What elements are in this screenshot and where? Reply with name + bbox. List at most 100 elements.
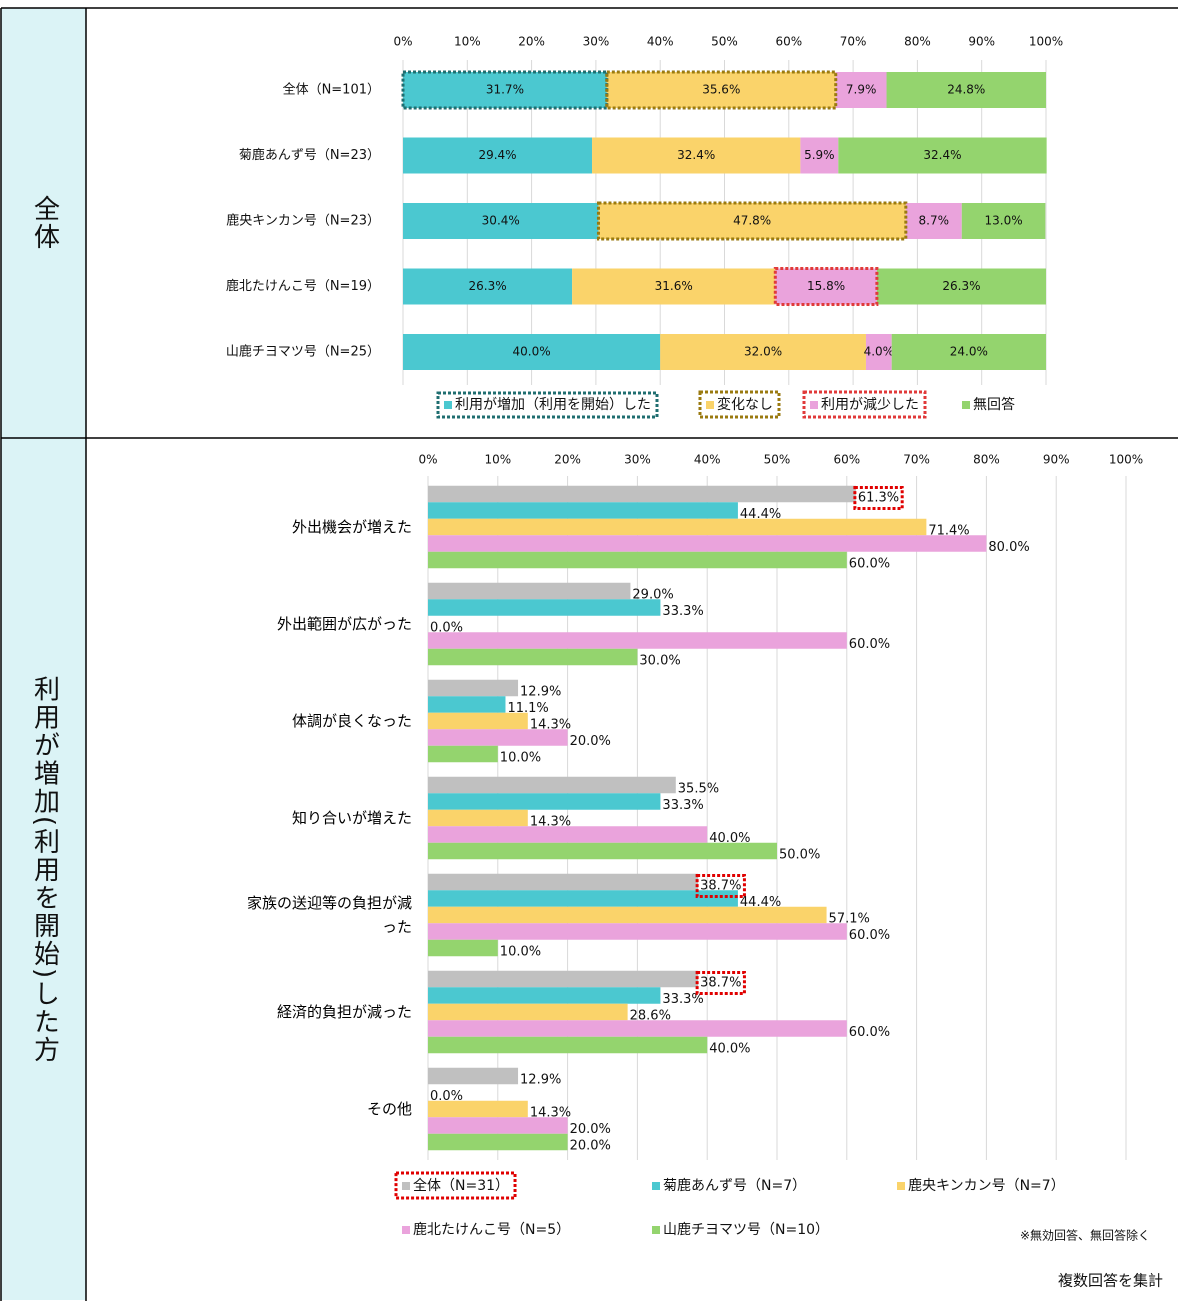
bar	[428, 518, 927, 536]
category-label: 鹿央キンカン号（N=23）	[226, 213, 380, 229]
category-label-box: 家族の送迎等の負担が減った	[246, 894, 412, 936]
legend-highlight	[698, 390, 781, 419]
data-label: 30.0%	[639, 654, 680, 669]
category-label: その他	[366, 1100, 412, 1118]
legend-swatch	[962, 401, 970, 409]
data-label: 0.0%	[430, 621, 463, 636]
legend-label: 菊鹿あんず号（N=7）	[663, 1177, 806, 1194]
data-label: 38.7%	[700, 976, 741, 991]
highlight-box	[773, 267, 879, 306]
bar	[428, 1100, 528, 1118]
x-tick-label: 90%	[1043, 453, 1070, 467]
section-label: 全体	[30, 195, 60, 251]
data-label: 35.5%	[678, 782, 719, 797]
category-label-box: その他	[366, 1100, 412, 1118]
legend-label: 変化なし	[717, 396, 773, 413]
bar	[961, 203, 1046, 239]
highlight-box	[853, 486, 904, 510]
data-label: 32.0%	[744, 345, 782, 359]
legend-swatch	[652, 1182, 660, 1190]
bar	[428, 745, 498, 763]
data-label: 14.3%	[530, 815, 571, 830]
x-tick-label: 60%	[775, 35, 802, 49]
x-tick-label: 100%	[1109, 453, 1143, 467]
data-label: 14.3%	[530, 718, 571, 733]
section-label: 利用が増加(利用を開始)した方	[30, 676, 60, 1064]
data-label: 5.9%	[804, 148, 835, 162]
x-tick-label: 50%	[711, 35, 738, 49]
data-label: 12.9%	[520, 685, 561, 700]
data-label: 33.3%	[662, 992, 703, 1007]
legend-swatch	[402, 1182, 410, 1190]
data-label: 32.4%	[677, 148, 715, 162]
data-label: 40.0%	[513, 345, 551, 359]
bar	[428, 1003, 628, 1021]
bar	[428, 890, 738, 907]
x-tick-label: 0%	[393, 35, 412, 49]
x-tick-label: 40%	[694, 453, 721, 467]
legend-label: 鹿央キンカン号（N=7）	[908, 1177, 1065, 1194]
data-label: 31.7%	[486, 83, 524, 97]
data-label: 11.1%	[507, 701, 548, 716]
data-label: 50.0%	[779, 848, 820, 863]
legend-highlight	[436, 391, 659, 419]
data-label: 4.0%	[864, 345, 895, 359]
data-label: 20.0%	[570, 734, 611, 749]
x-tick-label: 70%	[903, 453, 930, 467]
bar	[428, 1020, 847, 1037]
category-label-box: 体調が良くなった	[291, 712, 412, 730]
bar	[428, 1067, 519, 1085]
data-label: 32.4%	[923, 148, 961, 162]
bar	[905, 203, 962, 239]
bar	[428, 1133, 568, 1151]
bar	[891, 334, 1046, 370]
legend-label: 利用が減少した	[821, 396, 919, 413]
legend-label: 利用が増加（利用を開始）した	[455, 397, 651, 413]
legend-swatch	[706, 401, 714, 409]
data-label: 60.0%	[849, 1025, 890, 1040]
bar	[598, 203, 906, 239]
bar	[428, 939, 498, 957]
bar	[428, 906, 827, 924]
bar	[403, 137, 593, 174]
bar	[428, 696, 506, 713]
data-label: 29.4%	[478, 148, 516, 162]
data-label: 0.0%	[430, 1089, 463, 1104]
data-label: 71.4%	[928, 524, 969, 539]
data-label: 30.4%	[482, 214, 520, 228]
x-tick-label: 90%	[968, 35, 995, 49]
bar	[428, 632, 847, 649]
bar	[838, 137, 1047, 174]
legend-label: 山鹿チヨマツ号（N=10）	[663, 1221, 829, 1238]
data-label: 26.3%	[468, 279, 506, 293]
data-label: 10.0%	[500, 751, 541, 766]
x-tick-label: 20%	[518, 35, 545, 49]
bar	[428, 987, 661, 1004]
bar	[835, 72, 887, 108]
legend-label: 無回答	[973, 396, 1015, 413]
category-label: 外出範囲が広がった	[276, 615, 412, 633]
bar	[428, 502, 738, 519]
data-label: 10.0%	[500, 945, 541, 960]
legend-highlight	[394, 1171, 517, 1200]
bar	[660, 334, 866, 370]
bar	[428, 679, 519, 697]
data-label: 14.3%	[530, 1106, 571, 1121]
bar	[428, 535, 987, 552]
bar	[428, 970, 699, 988]
category-label: 家族の送迎等の負担が減った	[246, 894, 412, 936]
data-label: 47.8%	[733, 214, 771, 228]
x-tick-label: 30%	[583, 35, 610, 49]
bar	[428, 485, 856, 503]
legend-swatch	[810, 401, 818, 409]
legend-label: 鹿北たけんこ号（N=5）	[413, 1221, 570, 1238]
data-label: 57.1%	[829, 912, 870, 927]
category-label: 外出機会が増えた	[291, 518, 412, 536]
legend-highlight	[802, 390, 927, 419]
data-label: 35.6%	[702, 83, 740, 97]
highlight-box	[605, 70, 838, 110]
category-label: 体調が良くなった	[291, 712, 412, 730]
data-label: 24.8%	[947, 83, 985, 97]
data-label: 61.3%	[858, 491, 899, 506]
